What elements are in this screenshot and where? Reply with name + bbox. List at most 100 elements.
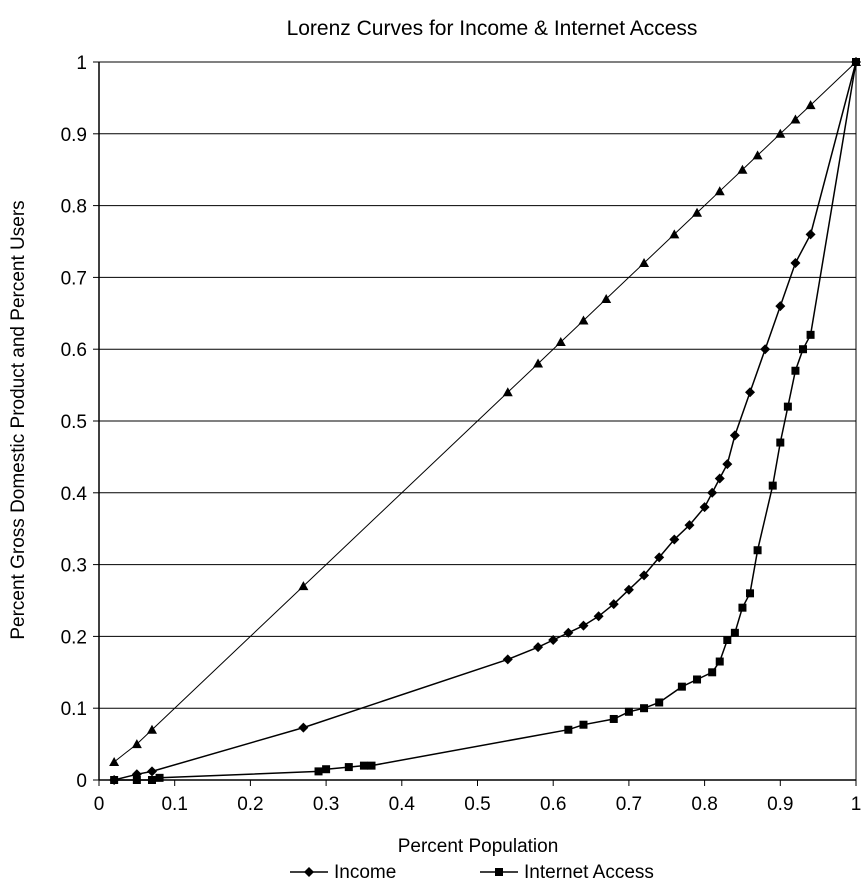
data-point-internet bbox=[677, 682, 686, 691]
data-point-internet bbox=[768, 481, 777, 490]
data-point-income bbox=[146, 766, 157, 777]
x-tick-label: 0.8 bbox=[691, 794, 717, 815]
data-point-internet bbox=[359, 761, 368, 770]
legend-marker bbox=[304, 867, 314, 877]
data-point-internet bbox=[753, 546, 762, 555]
x-tick-label: 0.3 bbox=[313, 794, 339, 815]
data-point-internet bbox=[564, 725, 573, 734]
legend-label: Internet Access bbox=[524, 862, 654, 883]
plot-area bbox=[109, 57, 861, 785]
data-point-income bbox=[790, 258, 801, 269]
data-point-income bbox=[745, 387, 756, 398]
data-point-income bbox=[298, 722, 309, 733]
x-tick-label: 0.1 bbox=[161, 794, 187, 815]
data-point-income bbox=[623, 584, 634, 595]
data-point-equality bbox=[669, 229, 680, 239]
data-point-equality bbox=[752, 150, 763, 160]
data-point-income bbox=[654, 552, 665, 563]
data-point-income bbox=[714, 473, 725, 484]
data-point-equality bbox=[601, 293, 612, 303]
data-point-income bbox=[593, 611, 604, 622]
x-tick-label: 0.7 bbox=[616, 794, 642, 815]
data-point-internet bbox=[746, 589, 755, 598]
y-axis-label: Percent Gross Domestic Product and Perce… bbox=[8, 200, 29, 639]
x-tick-label: 0.4 bbox=[389, 794, 416, 815]
data-point-internet bbox=[730, 628, 739, 637]
data-point-internet bbox=[344, 763, 353, 772]
y-tick-label: 0.9 bbox=[61, 125, 87, 146]
data-point-internet bbox=[367, 761, 376, 770]
data-point-income bbox=[578, 620, 589, 631]
chart-title: Lorenz Curves for Income & Internet Acce… bbox=[287, 17, 698, 40]
y-tick-label: 0.6 bbox=[61, 340, 87, 361]
y-tick-label: 0.5 bbox=[61, 412, 87, 433]
data-point-income bbox=[669, 534, 680, 545]
legend-label: Income bbox=[334, 862, 396, 883]
data-point-internet bbox=[806, 330, 815, 339]
data-point-equality bbox=[131, 739, 142, 749]
data-point-equality bbox=[533, 358, 544, 368]
x-tick-label: 0.5 bbox=[464, 794, 490, 815]
data-point-income bbox=[533, 642, 544, 653]
y-tick-label: 0.2 bbox=[61, 627, 87, 648]
y-tick-label: 0.3 bbox=[61, 556, 87, 577]
data-point-income bbox=[775, 301, 786, 312]
x-tick-label: 0 bbox=[94, 794, 105, 815]
data-point-equality bbox=[109, 757, 120, 767]
data-point-internet bbox=[783, 402, 792, 411]
data-point-equality bbox=[692, 207, 703, 217]
axis-ticks: 0 0.1 0.2 0.3 0.4 0.5 0.6 0.7 0.8 0.9 1 0 0.1 0.2 0.3 0… bbox=[61, 53, 862, 815]
data-point-equality bbox=[805, 100, 816, 110]
data-point-income bbox=[502, 654, 513, 665]
data-point-equality bbox=[146, 724, 157, 734]
data-point-internet bbox=[655, 698, 664, 707]
data-point-internet bbox=[723, 635, 732, 644]
data-point-equality bbox=[790, 114, 801, 124]
legend-item-internet: Internet Access bbox=[480, 862, 654, 883]
data-point-income bbox=[563, 627, 574, 638]
x-tick-label: 1 bbox=[851, 794, 862, 815]
data-point-income bbox=[805, 229, 816, 240]
data-point-equality bbox=[555, 337, 566, 347]
data-point-equality bbox=[714, 186, 725, 196]
data-point-equality bbox=[639, 258, 650, 268]
data-point-equality bbox=[737, 164, 748, 174]
data-point-equality bbox=[578, 315, 589, 325]
data-point-internet bbox=[640, 704, 649, 713]
data-point-income bbox=[760, 344, 771, 355]
y-tick-label: 0.4 bbox=[61, 484, 88, 505]
legend: Income Internet Access bbox=[290, 862, 654, 883]
data-point-internet bbox=[624, 707, 633, 716]
legend-marker bbox=[495, 868, 503, 876]
data-point-income bbox=[729, 430, 740, 441]
data-point-equality bbox=[502, 387, 513, 397]
data-point-internet bbox=[609, 714, 618, 723]
data-point-internet bbox=[155, 773, 164, 782]
data-point-income bbox=[707, 487, 718, 498]
series-equality bbox=[109, 57, 861, 767]
x-axis-label: Percent Population bbox=[398, 836, 559, 857]
data-point-internet bbox=[322, 765, 331, 774]
legend-item-income: Income bbox=[290, 862, 396, 883]
data-point-internet bbox=[579, 720, 588, 729]
data-point-internet bbox=[799, 345, 808, 354]
data-point-income bbox=[699, 502, 710, 513]
data-point-income bbox=[684, 520, 695, 531]
y-tick-label: 0.7 bbox=[61, 268, 87, 289]
data-point-equality bbox=[298, 581, 309, 591]
x-tick-label: 0.2 bbox=[237, 794, 263, 815]
data-point-income bbox=[722, 459, 733, 470]
y-tick-label: 0.1 bbox=[61, 699, 87, 720]
data-point-internet bbox=[314, 767, 323, 776]
data-point-equality bbox=[775, 128, 786, 138]
data-point-internet bbox=[852, 58, 860, 66]
y-tick-label: 0 bbox=[76, 771, 87, 792]
data-point-internet bbox=[693, 675, 702, 684]
x-tick-label: 0.6 bbox=[540, 794, 566, 815]
x-tick-label: 0.9 bbox=[767, 794, 793, 815]
data-point-internet bbox=[776, 438, 785, 447]
series-internet bbox=[110, 58, 860, 784]
data-point-internet bbox=[715, 657, 724, 666]
data-point-internet bbox=[110, 776, 119, 784]
